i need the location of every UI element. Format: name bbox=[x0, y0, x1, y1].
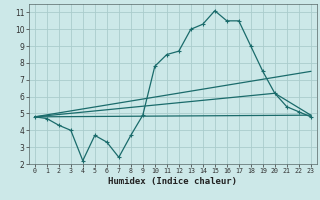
X-axis label: Humidex (Indice chaleur): Humidex (Indice chaleur) bbox=[108, 177, 237, 186]
